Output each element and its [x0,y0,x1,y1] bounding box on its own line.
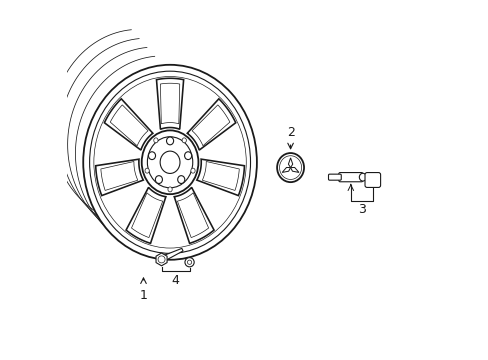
Polygon shape [174,188,214,243]
Ellipse shape [277,153,304,182]
Ellipse shape [166,137,173,145]
Ellipse shape [83,65,256,260]
FancyBboxPatch shape [328,174,341,180]
Ellipse shape [359,173,366,181]
Text: 3: 3 [357,203,365,216]
Polygon shape [160,248,183,262]
Polygon shape [126,188,165,243]
Polygon shape [156,253,167,266]
Polygon shape [290,167,298,172]
Ellipse shape [167,187,172,192]
Polygon shape [282,167,290,172]
Ellipse shape [160,151,180,174]
Circle shape [187,260,191,264]
Ellipse shape [142,130,198,194]
Circle shape [184,258,194,267]
Ellipse shape [145,168,149,173]
Polygon shape [156,78,183,129]
Polygon shape [197,159,244,195]
Ellipse shape [153,138,158,143]
Ellipse shape [184,152,191,159]
Ellipse shape [177,176,184,184]
Polygon shape [187,99,235,150]
Text: 1: 1 [139,289,147,302]
Text: 2: 2 [286,126,294,139]
Ellipse shape [190,168,195,173]
Ellipse shape [182,138,186,143]
Ellipse shape [155,176,162,184]
Polygon shape [288,158,292,168]
Text: 4: 4 [171,274,179,287]
Polygon shape [104,99,153,150]
Polygon shape [96,159,143,195]
FancyBboxPatch shape [338,172,362,182]
FancyBboxPatch shape [364,172,380,188]
Ellipse shape [148,152,155,159]
